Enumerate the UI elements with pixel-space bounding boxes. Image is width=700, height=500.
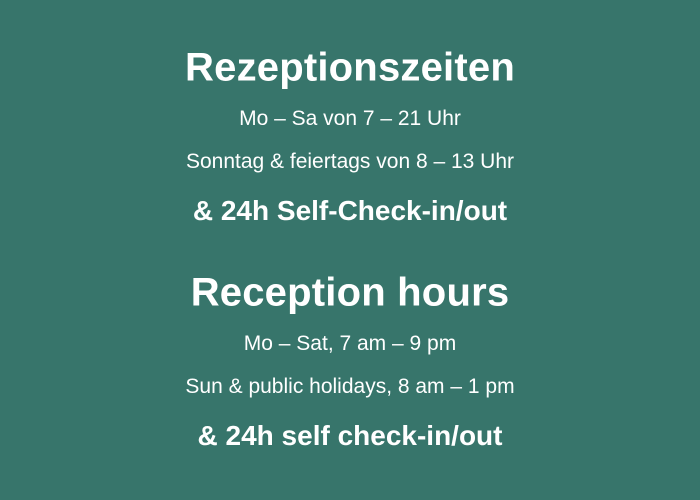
weekday-hours-english: Mo – Sat, 7 am – 9 pm bbox=[243, 332, 457, 355]
self-checkin-english: & 24h self check-in/out bbox=[197, 420, 503, 451]
sunday-hours-german: Sonntag & feiertags von 8 – 13 Uhr bbox=[185, 150, 515, 173]
sunday-hours-english: Sun & public holidays, 8 am – 1 pm bbox=[185, 375, 515, 398]
title-german: Rezeptionszeiten bbox=[185, 45, 515, 90]
weekday-hours-german: Mo – Sa von 7 – 21 Uhr bbox=[239, 107, 461, 130]
title-english: Reception hours bbox=[190, 270, 510, 315]
self-checkin-german: & 24h Self-Check-in/out bbox=[192, 195, 508, 226]
